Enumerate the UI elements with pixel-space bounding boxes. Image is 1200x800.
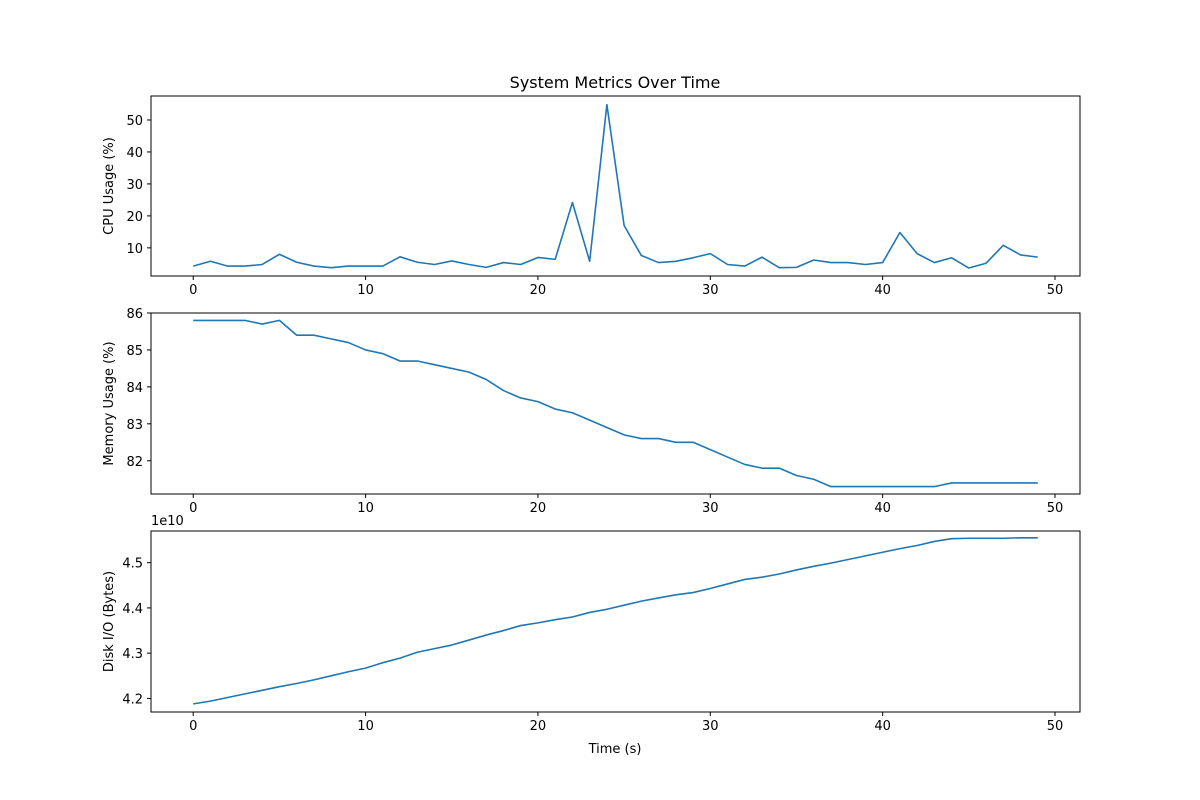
y-tick-label-memory-84: 84 — [126, 381, 143, 396]
chart-title: System Metrics Over Time — [510, 73, 721, 92]
y-axis-label-memory: Memory Usage (%) — [102, 341, 117, 465]
y-tick-label-disk-4.5: 4.5 — [122, 557, 143, 572]
x-axis-label: Time (s) — [588, 742, 642, 757]
y-offset-label-disk: 1e10 — [151, 514, 184, 529]
y-axis-label-disk: Disk I/O (Bytes) — [102, 571, 117, 672]
y-tick-label-disk-4.3: 4.3 — [122, 647, 143, 662]
plot-frame-cpu — [150, 95, 1081, 277]
y-tick-label-cpu-40: 40 — [126, 146, 143, 161]
x-tick-label-memory-30: 30 — [702, 501, 719, 516]
y-tick-label-cpu-30: 30 — [126, 178, 143, 193]
x-tick-label-cpu-40: 40 — [874, 283, 891, 298]
x-tick-label-memory-40: 40 — [874, 501, 891, 516]
y-tick-label-cpu-10: 10 — [126, 242, 143, 257]
y-axis-label-cpu: CPU Usage (%) — [102, 137, 117, 235]
x-tick-label-disk-30: 30 — [702, 719, 719, 734]
y-tick-label-memory-83: 83 — [126, 418, 143, 433]
x-tick-label-disk-10: 10 — [357, 719, 374, 734]
subplot-disk: 0 10 20 30 40 50 4.2 4.3 4.4 4.5 Disk I/O (Bytes) 1… — [102, 514, 1081, 734]
subplot-memory: 0 10 20 30 40 50 82 83 84 85 86 Memory Usage (%) — [102, 307, 1081, 516]
x-tick-label-disk-20: 20 — [530, 719, 547, 734]
y-tick-label-cpu-20: 20 — [126, 210, 143, 225]
subplot-cpu: 0 10 20 30 40 50 10 20 30 40 50 CPU Usage (%) — [102, 95, 1081, 298]
x-tick-label-disk-50: 50 — [1047, 719, 1064, 734]
y-tick-label-memory-86: 86 — [126, 307, 143, 322]
plot-frame-memory — [150, 312, 1081, 495]
series-line-disk — [193, 536, 1038, 705]
y-tick-label-disk-4.2: 4.2 — [122, 692, 143, 707]
x-tick-label-cpu-10: 10 — [357, 283, 374, 298]
y-tick-label-memory-82: 82 — [126, 455, 143, 470]
y-tick-label-memory-85: 85 — [126, 344, 143, 359]
x-tick-label-disk-0: 0 — [189, 719, 197, 734]
x-tick-label-memory-20: 20 — [530, 501, 547, 516]
x-tick-label-cpu-30: 30 — [702, 283, 719, 298]
x-tick-label-memory-10: 10 — [357, 501, 374, 516]
series-line-memory — [193, 319, 1038, 488]
plot-frame-disk — [150, 530, 1081, 713]
y-tick-label-cpu-50: 50 — [126, 114, 143, 129]
subplots: 0 10 20 30 40 50 10 20 30 40 50 CPU Usage (%) 0 10 20 3… — [102, 95, 1081, 734]
y-tick-label-disk-4.4: 4.4 — [122, 602, 143, 617]
x-tick-label-memory-50: 50 — [1047, 501, 1064, 516]
x-tick-label-cpu-0: 0 — [189, 283, 197, 298]
x-tick-label-disk-40: 40 — [874, 719, 891, 734]
series-line-cpu — [193, 103, 1038, 269]
x-tick-label-memory-0: 0 — [189, 501, 197, 516]
x-tick-label-cpu-50: 50 — [1047, 283, 1064, 298]
x-tick-label-cpu-20: 20 — [530, 283, 547, 298]
